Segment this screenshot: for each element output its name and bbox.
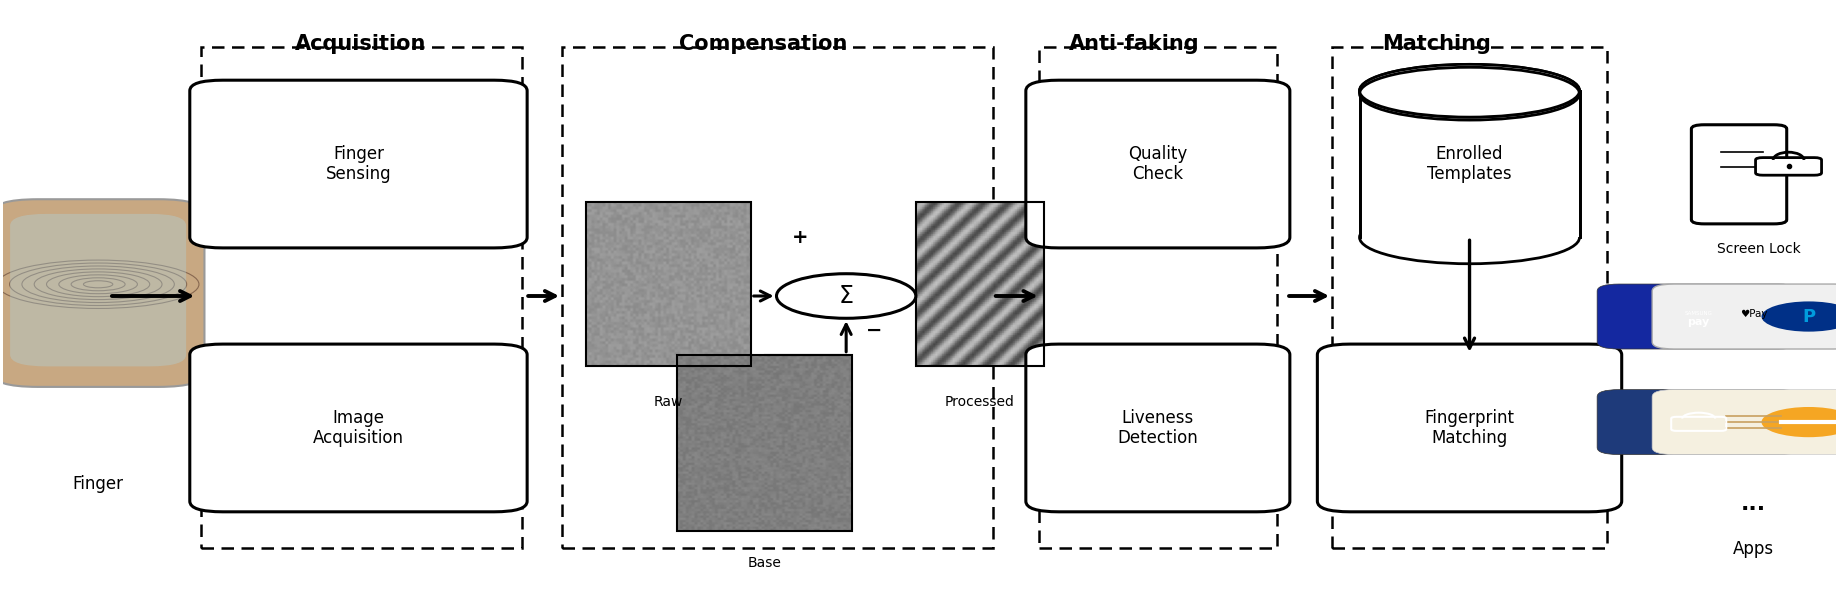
Text: Raw: Raw	[653, 394, 682, 408]
Text: Acquisition: Acquisition	[294, 34, 427, 54]
Text: Enrolled
Templates: Enrolled Templates	[1427, 144, 1512, 184]
FancyBboxPatch shape	[1026, 344, 1289, 512]
FancyBboxPatch shape	[0, 200, 204, 387]
Bar	[563, 47, 993, 548]
Text: Compensation: Compensation	[679, 34, 848, 54]
Bar	[1359, 91, 1580, 237]
Text: $\Sigma$: $\Sigma$	[839, 284, 853, 308]
Text: Image
Acquisition: Image Acquisition	[313, 408, 405, 448]
Bar	[916, 202, 1045, 366]
FancyBboxPatch shape	[1317, 344, 1622, 512]
Bar	[677, 355, 851, 530]
Ellipse shape	[1359, 211, 1580, 264]
Text: Quality
Check: Quality Check	[1127, 144, 1188, 184]
Text: Liveness
Detection: Liveness Detection	[1118, 408, 1199, 448]
FancyBboxPatch shape	[1651, 390, 1839, 455]
FancyBboxPatch shape	[1651, 284, 1839, 349]
Circle shape	[1762, 407, 1839, 437]
Text: Finger: Finger	[72, 475, 123, 493]
FancyBboxPatch shape	[9, 214, 186, 366]
Bar	[200, 47, 522, 548]
Text: +: +	[793, 228, 809, 247]
FancyBboxPatch shape	[1756, 157, 1822, 175]
Text: Matching: Matching	[1383, 34, 1491, 54]
FancyBboxPatch shape	[1596, 390, 1800, 455]
Text: Processed: Processed	[945, 394, 1015, 408]
Text: ♥Pay: ♥Pay	[1740, 309, 1767, 319]
Text: Anti-faking: Anti-faking	[1068, 34, 1199, 54]
Text: −: −	[866, 321, 883, 340]
Bar	[587, 202, 750, 366]
Circle shape	[776, 274, 916, 318]
Text: P: P	[1802, 307, 1815, 326]
FancyBboxPatch shape	[1596, 284, 1800, 349]
Bar	[1039, 47, 1276, 548]
FancyBboxPatch shape	[1692, 125, 1788, 224]
Ellipse shape	[1359, 65, 1580, 117]
FancyBboxPatch shape	[1026, 80, 1289, 248]
FancyBboxPatch shape	[189, 344, 528, 512]
Circle shape	[1762, 301, 1839, 332]
Bar	[1331, 47, 1607, 548]
Text: Apps: Apps	[1732, 540, 1775, 558]
Text: ...: ...	[1742, 494, 1765, 514]
Text: Finger
Sensing: Finger Sensing	[326, 144, 392, 184]
Text: Base: Base	[748, 556, 782, 570]
Text: Fingerprint
Matching: Fingerprint Matching	[1425, 408, 1515, 448]
FancyBboxPatch shape	[189, 80, 528, 248]
Text: Screen Lock: Screen Lock	[1718, 242, 1800, 256]
Text: SAMSUNG: SAMSUNG	[1685, 311, 1712, 316]
Text: pay: pay	[1688, 317, 1710, 327]
